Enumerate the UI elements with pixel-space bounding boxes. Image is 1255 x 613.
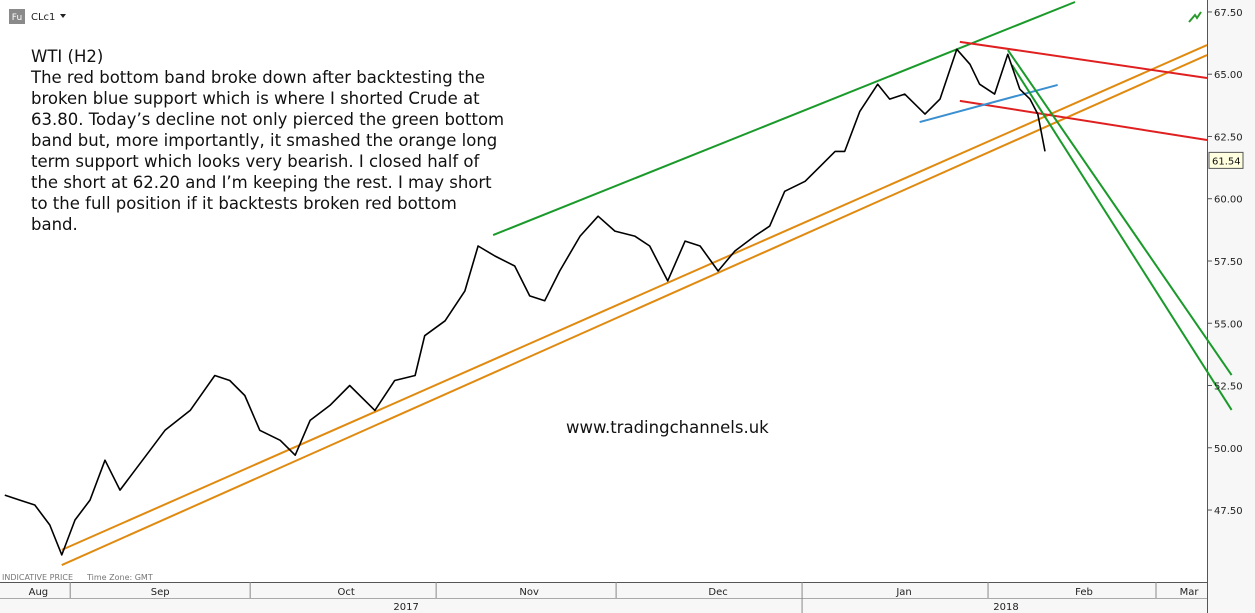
last-price-box (1208, 151, 1244, 169)
annotation: WTI (H2) The red bottom band broke down … (31, 46, 521, 235)
trend-line (959, 99, 1208, 141)
x-tick-label: Mar (1180, 587, 1200, 598)
annotation-line: 63.80. Today’s decline not only pierced … (31, 110, 505, 129)
symbol[interactable]: CLc1 (31, 12, 55, 23)
x-tick-label: Aug (29, 587, 49, 598)
annotation-title: WTI (H2) (31, 47, 104, 66)
trend-line (919, 83, 1058, 123)
trend-line (959, 40, 1208, 79)
x-tick-label: Jan (895, 587, 911, 598)
y-tick-label: 62.50 (1214, 132, 1243, 143)
y-tick-label: 47.50 (1214, 506, 1243, 517)
plot (4, 1, 1233, 566)
badge-bg (9, 9, 25, 24)
y-tick-label: 65.00 (1214, 70, 1243, 81)
annotation-line: band but, more importantly, it smashed t… (31, 131, 498, 150)
trend-line (492, 1, 1076, 237)
watermark: www.tradingchannels.uk (566, 418, 769, 437)
symbol-dropdown[interactable] (60, 14, 66, 18)
x-tick-label: Oct (337, 587, 354, 598)
trend-line (61, 54, 1208, 566)
y-tick-label: 57.50 (1214, 257, 1243, 268)
y-tick-label: 55.00 (1214, 319, 1243, 330)
badge: Fu (12, 13, 22, 23)
x-tick-label: Nov (519, 587, 539, 598)
last-price-label: 61.54 (1212, 156, 1241, 167)
annotation-body: The red bottom band broke down after bac… (31, 67, 521, 235)
annotation-line: The red bottom band broke down after bac… (31, 68, 486, 87)
trend-line (1007, 49, 1233, 376)
y-tick-label: 60.00 (1214, 195, 1243, 206)
annotation-line: to the full position if it backtests bro… (31, 194, 457, 213)
timezone: Time Zone: GMT (86, 573, 153, 582)
trend-line (61, 44, 1208, 551)
annotation-line: term support which looks very bearish. I… (31, 152, 480, 171)
y-tick-label: 50.00 (1214, 444, 1243, 455)
x-tick-label: Sep (151, 587, 170, 598)
year-label: 2018 (993, 602, 1018, 613)
x-tick-label: Feb (1075, 587, 1093, 598)
year-label: 2017 (393, 602, 418, 613)
annotation-line: band. (31, 215, 78, 234)
y-axis-panel (1207, 0, 1255, 613)
footer-label: INDICATIVE PRICE (2, 573, 73, 582)
trend-line (1011, 64, 1233, 411)
y-tick-label: 52.50 (1214, 382, 1243, 393)
y-tick-label: 67.50 (1214, 8, 1243, 19)
annotation-line: broken blue support which is where I sho… (31, 89, 480, 108)
status-icon (1188, 11, 1202, 23)
x-axis-panel (0, 582, 1207, 613)
price-line (4, 48, 1046, 556)
x-tick-label: Dec (708, 587, 727, 598)
annotation-line: the short at 62.20 and I’m keeping the r… (31, 173, 492, 192)
